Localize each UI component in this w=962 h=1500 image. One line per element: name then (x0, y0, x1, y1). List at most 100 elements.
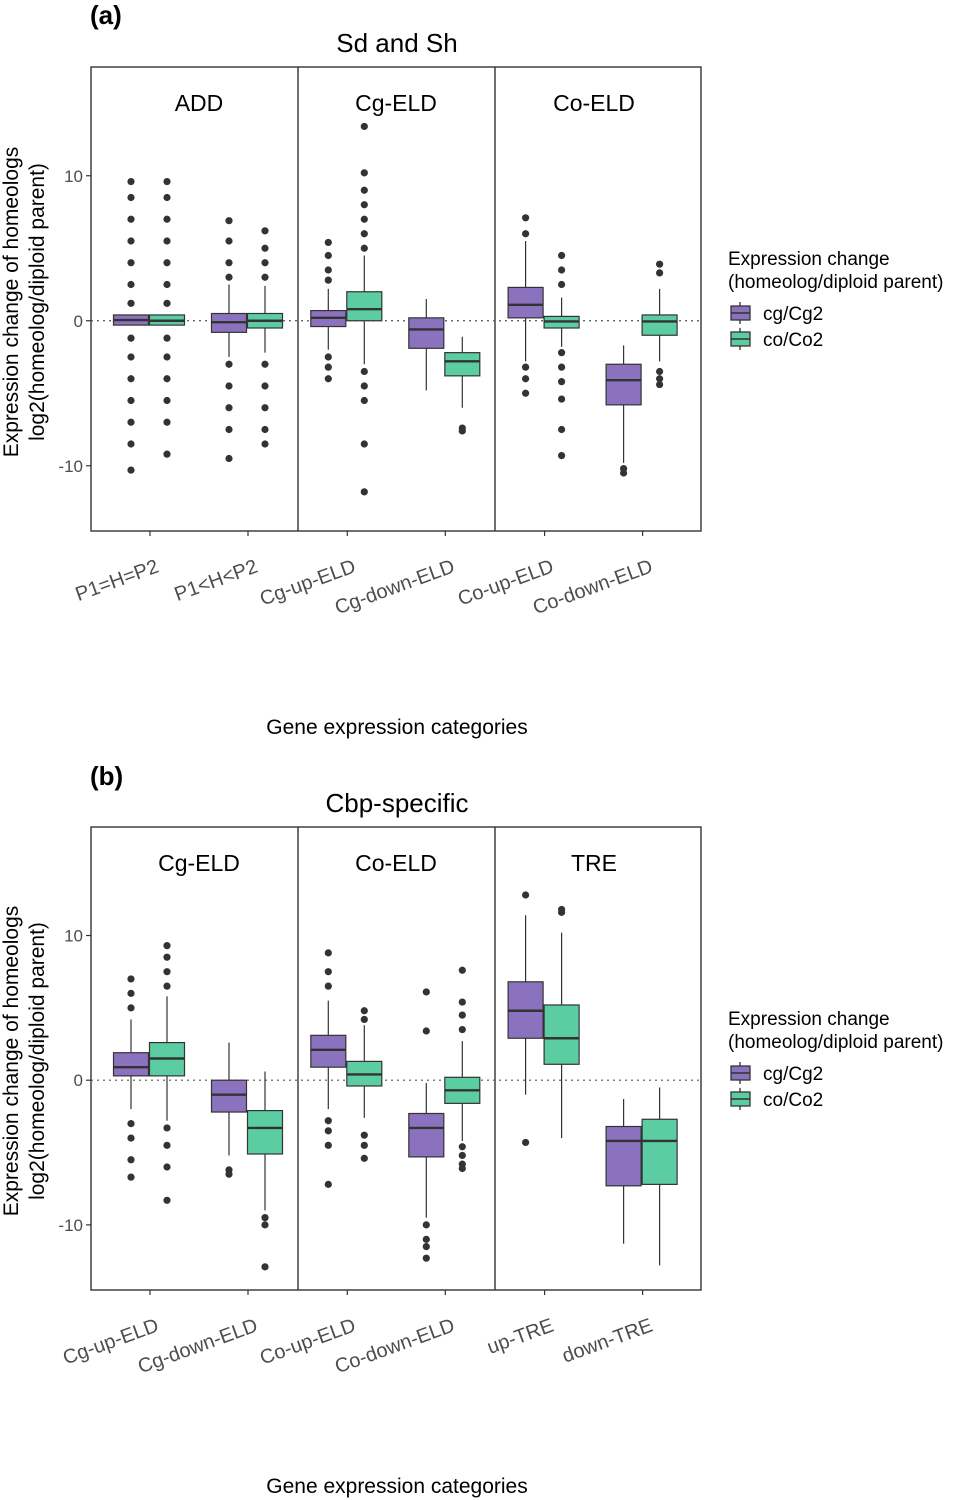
outlier-point (360, 382, 368, 390)
outlier-point (422, 1242, 430, 1251)
outlier-point (324, 1180, 332, 1188)
outlier-point (522, 1138, 530, 1147)
panel-b-ylabel-line2: log2(homeolog/diploid parent) (26, 922, 49, 1200)
outlier-point (360, 201, 368, 209)
outlier-point (558, 378, 566, 386)
legend-label-co: co/Co2 (763, 1090, 823, 1111)
outlier-point (458, 966, 466, 974)
outlier-point (127, 177, 135, 186)
outlier-point (261, 404, 269, 412)
panel-b-plot-frame (90, 826, 702, 1291)
outlier-point (522, 230, 530, 238)
outlier-point (360, 215, 368, 223)
outlier-point (127, 299, 135, 307)
outlier-point (360, 186, 368, 194)
outlier-point (163, 1163, 171, 1171)
panel-a: (a) Sd and Sh Expression change of homeo… (0, 0, 702, 739)
outlier-point (127, 193, 135, 202)
outlier-point (558, 363, 566, 371)
outlier-point (127, 1173, 135, 1181)
outlier-point (558, 905, 566, 914)
outlier-point (458, 427, 466, 435)
outlier-point (225, 454, 233, 463)
outlier-point (324, 353, 332, 361)
outlier-point (324, 251, 332, 260)
y-tick-label: 10 (64, 927, 83, 946)
outlier-point (127, 259, 135, 267)
panel-a-ylabel: Expression change of homeologs log2(home… (0, 147, 49, 458)
outlier-point (458, 1143, 466, 1151)
x-tick-label: P1=H=P2 (73, 556, 162, 606)
legend-title-line2: (homeolog/diploid parent) (728, 272, 943, 293)
panel-a-title: Sd and Sh (336, 28, 457, 58)
outlier-point (458, 1025, 466, 1034)
panel-a-xlabel: Gene expression categories (266, 716, 528, 739)
panel-b-facet-label: Cg-ELD (158, 850, 240, 876)
panel-a-ylabel-line1: Expression change of homeologs (0, 147, 23, 458)
outlier-point (324, 276, 332, 284)
outlier-point (163, 982, 171, 990)
outlier-point (127, 440, 135, 448)
box (507, 286, 544, 319)
outlier-point (127, 280, 135, 289)
panel-b: (b) Cbp-specific Expression change of ho… (0, 761, 702, 1498)
outlier-point (360, 488, 368, 496)
outlier-point (261, 259, 269, 267)
outlier-point (360, 1007, 368, 1015)
outlier-point (127, 418, 135, 426)
x-tick-label: up-TRE (484, 1315, 556, 1359)
outlier-point (225, 237, 233, 245)
outlier-point (261, 227, 269, 235)
outlier-point (261, 382, 269, 390)
outlier-point (324, 1117, 332, 1125)
panel-a-facet-label: Co-ELD (553, 90, 635, 116)
outlier-point (163, 450, 171, 458)
outlier-point (261, 425, 269, 434)
outlier-point (163, 1196, 171, 1204)
box (346, 291, 383, 322)
outlier-point (522, 891, 530, 899)
outlier-point (163, 259, 171, 267)
panel-b-ylabel: Expression change of homeologs log2(home… (0, 906, 49, 1217)
box (246, 1109, 284, 1155)
outlier-point (163, 299, 171, 307)
outlier-point (163, 968, 171, 976)
outlier-point (163, 953, 171, 961)
outlier-point (558, 280, 566, 289)
outlier-point (422, 1027, 430, 1035)
outlier-point (360, 1141, 368, 1149)
outlier-point (225, 404, 233, 412)
outlier-point (261, 273, 269, 281)
outlier-point (225, 259, 233, 267)
box (543, 1004, 580, 1065)
box (210, 1079, 248, 1113)
outlier-point (422, 1235, 430, 1243)
outlier-point (522, 214, 530, 222)
outlier-point (127, 975, 135, 983)
outlier-point (656, 269, 664, 277)
box (641, 314, 678, 336)
panel-b-facet-label: Co-ELD (355, 850, 437, 876)
legend-label-cg: cg/Cg2 (763, 1064, 823, 1085)
panel-a-facet-label: Cg-ELD (355, 90, 437, 116)
outlier-point (225, 425, 233, 434)
box (408, 317, 445, 349)
legend-label-co: co/Co2 (763, 330, 823, 351)
outlier-point (261, 244, 269, 252)
y-tick-label: -10 (58, 1216, 83, 1235)
outlier-point (324, 238, 332, 247)
outlier-point (127, 1134, 135, 1142)
outlier-point (163, 353, 171, 361)
outlier-point (163, 280, 171, 289)
outlier-point (458, 1164, 466, 1173)
outlier-point (127, 989, 135, 997)
outlier-point (324, 982, 332, 990)
panel-a-plot-frame (90, 66, 702, 532)
legend-title-line2: (homeolog/diploid parent) (728, 1032, 943, 1053)
outlier-point (225, 1170, 233, 1178)
outlier-point (127, 1004, 135, 1012)
box (605, 1125, 642, 1187)
outlier-point (360, 1154, 368, 1162)
outlier-point (360, 367, 368, 376)
